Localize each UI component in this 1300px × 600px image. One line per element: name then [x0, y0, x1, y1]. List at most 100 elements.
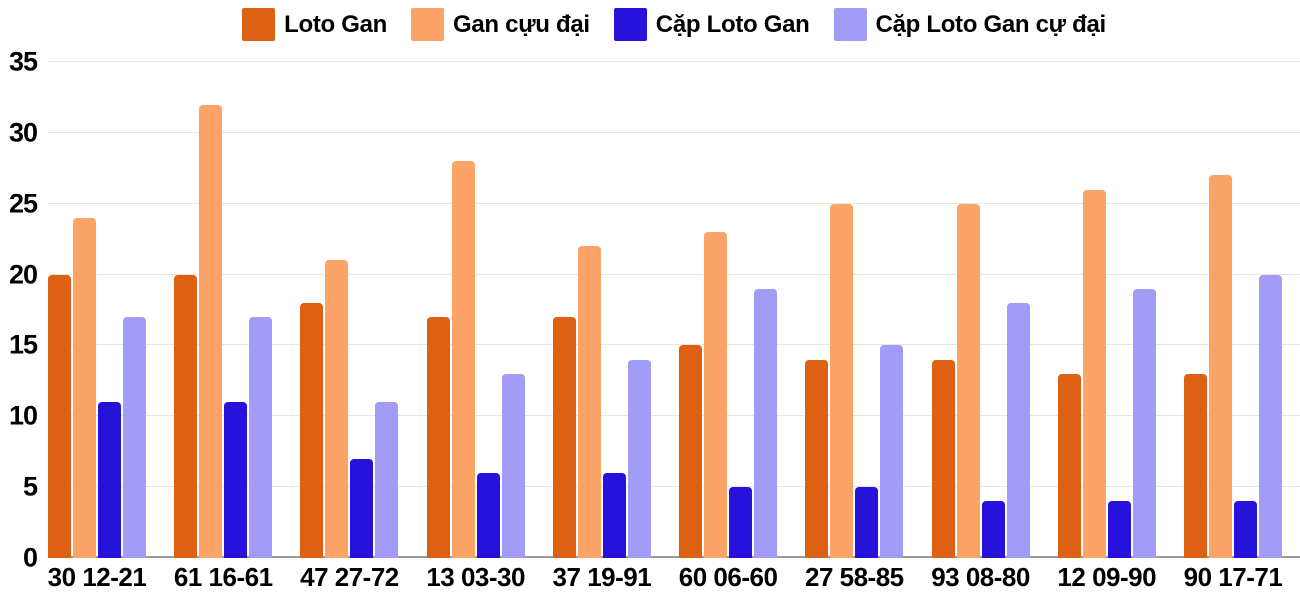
x-axis-label-slot: 60 06-60 [678, 562, 778, 592]
x-axis-label-slot: 30 12-21 [47, 562, 147, 592]
legend-swatch-icon [613, 8, 647, 41]
x-axis-label-slot: 12 09-90 [1057, 562, 1157, 592]
gridline [48, 344, 1300, 346]
bar-cap-loto-gan-cu-dai[interactable] [1132, 288, 1156, 558]
y-axis: 0 5 10 15 20 25 30 35 [0, 48, 38, 571]
bar-cap-loto-gan-cu-dai[interactable] [1006, 302, 1030, 558]
x-axis-label: 13 03-30 [426, 562, 525, 592]
bar-loto-gan[interactable] [805, 359, 829, 558]
y-axis-tick-label: 35 [8, 46, 38, 77]
bar-cap-loto-gan[interactable] [1107, 501, 1131, 558]
legend: Loto Gan Gan cựu đại Cặp Loto Gan Cặp Loto … [48, 8, 1300, 41]
y-axis-tick-label: 10 [8, 400, 38, 431]
x-axis-label-slot: 13 03-30 [426, 562, 525, 592]
bar-loto-gan[interactable] [48, 274, 71, 558]
gridline [48, 415, 1300, 417]
bar-loto-gan[interactable] [931, 359, 955, 558]
y-axis-tick-label: 5 [22, 471, 38, 502]
gridline [48, 131, 1300, 133]
bar-group [1057, 62, 1156, 558]
bar-cap-loto-gan-cu-dai[interactable] [627, 359, 651, 558]
bar-gan-cuu-dai[interactable] [451, 161, 475, 558]
grid-layer [48, 61, 1300, 558]
plot-area [48, 61, 1300, 558]
bar-cap-loto-gan-cu-dai[interactable] [1258, 274, 1282, 558]
gridline [48, 486, 1300, 488]
bar-cap-loto-gan-cu-dai[interactable] [123, 317, 146, 558]
bar-cap-loto-gan-cu-dai[interactable] [754, 288, 778, 558]
bar-gan-cuu-dai[interactable] [73, 217, 96, 558]
bar-loto-gan[interactable] [679, 345, 703, 558]
bar-loto-gan[interactable] [1057, 373, 1081, 558]
bar-cap-loto-gan[interactable] [98, 402, 121, 558]
x-axis-label: 37 19-91 [552, 562, 652, 592]
bar-gan-cuu-dai[interactable] [1082, 189, 1106, 558]
bar-gan-cuu-dai[interactable] [577, 246, 601, 558]
bar-gan-cuu-dai[interactable] [1208, 175, 1232, 558]
x-axis-label-slot: 90 17-71 [1183, 562, 1283, 592]
legend-item-loto-gan: Loto Gan [242, 8, 387, 41]
bar-cap-loto-gan-cu-dai[interactable] [375, 402, 399, 558]
bar-group [426, 62, 525, 558]
x-axis-label: 60 06-60 [678, 562, 778, 592]
gridline [48, 61, 1300, 62]
bar-group [300, 62, 399, 558]
x-axis-label: 12 09-90 [1057, 562, 1157, 592]
x-axis-label-slot: 27 58-85 [804, 562, 904, 592]
bar-cap-loto-gan-cu-dai[interactable] [880, 345, 904, 558]
x-axis-label: 93 08-80 [931, 562, 1030, 592]
gridline [48, 202, 1300, 204]
bar-loto-gan[interactable] [426, 317, 450, 558]
bar-cap-loto-gan[interactable] [350, 458, 374, 558]
x-axis-label: 47 27-72 [300, 562, 399, 592]
y-axis-tick-label: 15 [8, 329, 38, 360]
bar-group [931, 62, 1030, 558]
legend-item-cap-loto-gan: Cặp Loto Gan [613, 8, 810, 41]
y-axis-tick-label: 30 [8, 117, 38, 148]
bar-cap-loto-gan[interactable] [981, 501, 1005, 558]
bar-cap-loto-gan-cu-dai[interactable] [249, 317, 273, 558]
legend-label: Gan cựu đại [453, 10, 590, 38]
bar-gan-cuu-dai[interactable] [704, 232, 728, 558]
bar-group [1183, 62, 1282, 558]
y-axis-tick-label: 0 [22, 542, 38, 573]
bar-loto-gan[interactable] [174, 274, 198, 558]
bar-cap-loto-gan[interactable] [224, 402, 248, 558]
bar-cap-loto-gan[interactable] [1233, 501, 1257, 558]
legend-item-gan-cuu-dai: Gan cựu đại [411, 8, 590, 41]
bar-gan-cuu-dai[interactable] [325, 260, 349, 558]
bar-cap-loto-gan[interactable] [855, 487, 879, 558]
bar-cap-loto-gan[interactable] [602, 472, 626, 558]
bar-loto-gan[interactable] [552, 317, 576, 558]
gridline [48, 273, 1300, 275]
x-axis-label: 27 58-85 [804, 562, 904, 592]
legend-item-cap-loto-gan-cu-dai: Cặp Loto Gan cự đại [833, 8, 1107, 41]
bar-group [552, 62, 651, 558]
bar-group [805, 62, 904, 558]
bar-loto-gan[interactable] [1183, 373, 1207, 558]
legend-swatch-icon [411, 8, 445, 41]
x-axis-label-slot: 61 16-61 [174, 562, 273, 592]
bar-gan-cuu-dai[interactable] [956, 203, 980, 558]
bar-loto-gan[interactable] [300, 302, 324, 558]
x-axis-label-slot: 93 08-80 [931, 562, 1030, 592]
x-axis-label-slot: 47 27-72 [300, 562, 399, 592]
legend-label: Cặp Loto Gan [655, 10, 810, 38]
bar-group [174, 62, 273, 558]
bar-group [48, 62, 146, 558]
x-axis-line [48, 556, 1300, 558]
bar-cap-loto-gan-cu-dai[interactable] [501, 373, 525, 558]
x-axis-label-slot: 37 19-91 [552, 562, 652, 592]
bar-cap-loto-gan[interactable] [476, 472, 500, 558]
bar-gan-cuu-dai[interactable] [199, 104, 223, 558]
bar-cap-loto-gan[interactable] [729, 487, 753, 558]
plot-groups [48, 62, 1300, 558]
y-axis-tick-label: 20 [8, 259, 38, 290]
x-axis-label: 30 12-21 [47, 562, 147, 592]
bar-gan-cuu-dai[interactable] [830, 203, 854, 558]
legend-swatch-icon [833, 8, 867, 41]
x-axis: 30 12-21 61 16-61 47 27-72 13 03-30 37 19-91… [48, 562, 1300, 592]
x-axis-label: 90 17-71 [1183, 562, 1283, 592]
legend-label: Cặp Loto Gan cự đại [875, 10, 1107, 38]
